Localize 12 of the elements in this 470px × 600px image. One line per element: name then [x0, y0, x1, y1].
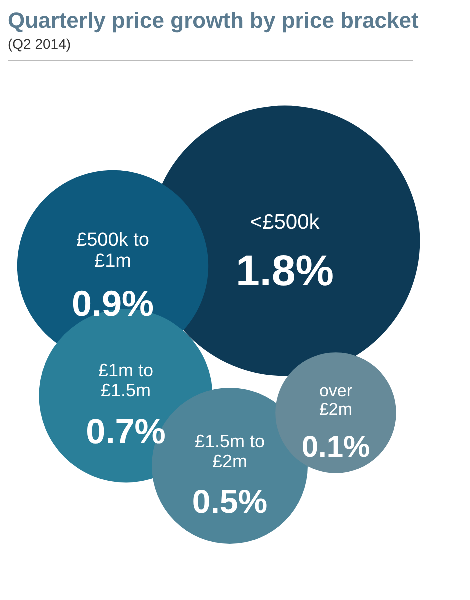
- data-label: 1.8%: [236, 248, 334, 296]
- text: (Q2 2014): [8, 36, 413, 61]
- category-label: over £2m: [319, 381, 353, 419]
- category-label: <£500k: [250, 210, 320, 234]
- category-label: £500k to £1m: [76, 230, 150, 272]
- data-label: 0.5%: [192, 483, 268, 520]
- category-label: £1.5m to £2m: [194, 432, 266, 472]
- data-label: 0.1%: [302, 431, 370, 464]
- data-label: 0.9%: [72, 282, 154, 324]
- text: Quarterly price growth by price bracket: [8, 8, 420, 34]
- category-label: £1m to £1.5m: [98, 360, 154, 400]
- data-label: 0.7%: [86, 412, 166, 452]
